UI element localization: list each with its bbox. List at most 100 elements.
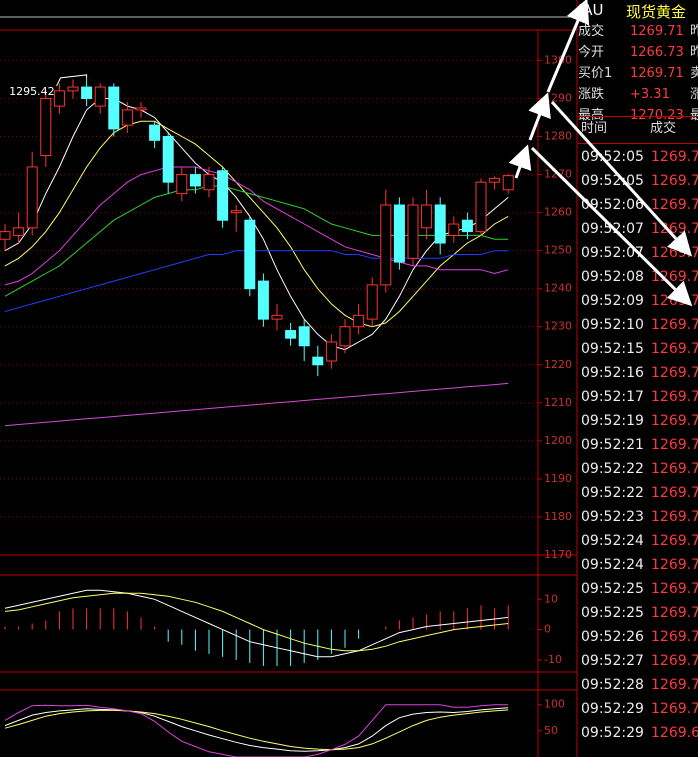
trade-price: 1269.7 [651,341,698,357]
header-cell: 成交 [650,121,677,136]
table-border [578,143,698,144]
trade-price: 1269.7 [651,269,698,285]
trade-time: 09:52:08 [581,269,644,285]
candle-body [312,356,324,366]
trade-price: 1269.7 [651,653,698,669]
table-border [578,116,698,117]
trade-row: 09:52:08 1269.7 [578,265,698,289]
y-tick-label: 50 [544,724,558,737]
candle-body [325,341,337,362]
trade-time: 09:52:28 [581,677,644,693]
trade-row: 09:52:22 1269.7 [578,457,698,481]
symbol: XAU [578,1,604,19]
trade-price: 1269.7 [651,629,698,645]
trade-row: 09:52:22 1269.7 [578,481,698,505]
trade-price: 1269.7 [651,149,698,165]
header-cell: 时间 [581,121,608,136]
y-tick-label: 1280 [544,130,572,143]
trade-time: 09:52:25 [581,581,644,597]
y-tick-label: 1220 [544,358,572,371]
candle-body [298,326,310,347]
trade-row: 09:52:15 1269.7 [578,337,698,361]
quote-panel: XAU现货黄金 成交1269.71昨今开1266.73昨买价11269.71卖涨… [578,0,698,757]
trade-price: 1269.7 [651,245,698,261]
trade-row: 09:52:10 1269.7 [578,313,698,337]
trade-time: 09:52:05 [581,173,644,189]
trade-time: 09:52:26 [581,629,644,645]
trade-row: 09:52:27 1269.7 [578,649,698,673]
trade-row: 09:52:17 1269.7 [578,385,698,409]
quote-row: 成交 1269.71 昨 [578,21,698,42]
quote-row: 涨跌 +3.31 涨 [578,84,698,105]
candle-body [26,166,38,229]
indicator-line [4,250,509,312]
indicator-line [4,382,509,427]
trade-price: 1269.6 [651,725,698,741]
trade-price: 1269.7 [651,197,698,213]
chart: 1170 1180 1190 1200 1210 1220 1230 1240 1250 1260… [0,0,578,757]
trade-price: 1269.7 [651,389,698,405]
y-tick-label: -10 [544,653,562,666]
trade-time: 09:52:25 [581,605,644,621]
y-tick-label: 0 [544,623,551,636]
quote-label: 涨跌 [578,87,605,102]
indicator-line [4,704,509,757]
trade-price: 1269.7 [651,485,698,501]
trade-row: 09:52:25 1269.7 [578,601,698,625]
indicator-line [4,707,509,752]
candle-body [393,204,405,263]
trade-time: 09:52:29 [581,725,644,741]
trade-time: 09:52:16 [581,365,644,381]
trade-row: 09:52:09 1269.7 [578,289,698,313]
candle-body [94,86,106,107]
trade-price: 1269.7 [651,293,698,309]
table-header: 时间 成交 [578,118,698,139]
candle-body [203,174,215,191]
trade-time: 09:52:05 [581,149,644,165]
quote-label: 昨 [690,45,698,60]
y-tick-label: 1300 [544,53,572,66]
trade-time: 09:52:07 [581,221,644,237]
candle-body [162,136,174,183]
candle-body [108,86,120,130]
trade-price: 1269.7 [651,437,698,453]
trade-time: 09:52:19 [581,413,644,429]
indicator-line [4,709,509,751]
y-tick-label: 1240 [544,282,572,295]
candle-body [176,174,188,195]
trade-row: 09:52:06 1269.7 [578,193,698,217]
candle-body [244,219,256,290]
trade-row: 09:52:05 1269.7 [578,169,698,193]
trade-price: 1269.7 [651,677,698,693]
quote-value: 1266.73 [630,45,684,60]
quote-label: 昨 [690,24,698,39]
trade-time: 09:52:10 [581,317,644,333]
trade-row: 09:52:29 1269.6 [578,721,698,745]
trade-row: 09:52:07 1269.7 [578,217,698,241]
candle-body [257,280,269,320]
candle-body [0,231,11,240]
trade-price: 1269.7 [651,557,698,573]
quote-row: 今开 1266.73 昨 [578,42,698,63]
quote-label: 涨 [690,87,698,102]
trade-row: 09:52:19 1269.7 [578,409,698,433]
candle-body [13,227,25,236]
indicator-line [4,98,509,351]
candle-body [230,210,242,214]
candle-body [353,314,365,328]
trade-row: 09:52:26 1269.7 [578,625,698,649]
trade-row: 09:52:05 1269.7 [578,145,698,169]
candle-body [380,204,392,286]
trade-row: 09:52:21 1269.7 [578,433,698,457]
quote-label: 卖 [690,66,698,81]
trade-price: 1269.7 [651,413,698,429]
trade-time: 09:52:27 [581,653,644,669]
high-label: 1295.42 [9,85,55,98]
candle-body [475,181,487,233]
candle-body [189,174,201,187]
y-tick-label: 10 [544,592,558,605]
quote-label: 成交 [578,24,605,39]
trade-row: 09:52:24 1269.7 [578,529,698,553]
quote-label: 最 [690,108,698,123]
